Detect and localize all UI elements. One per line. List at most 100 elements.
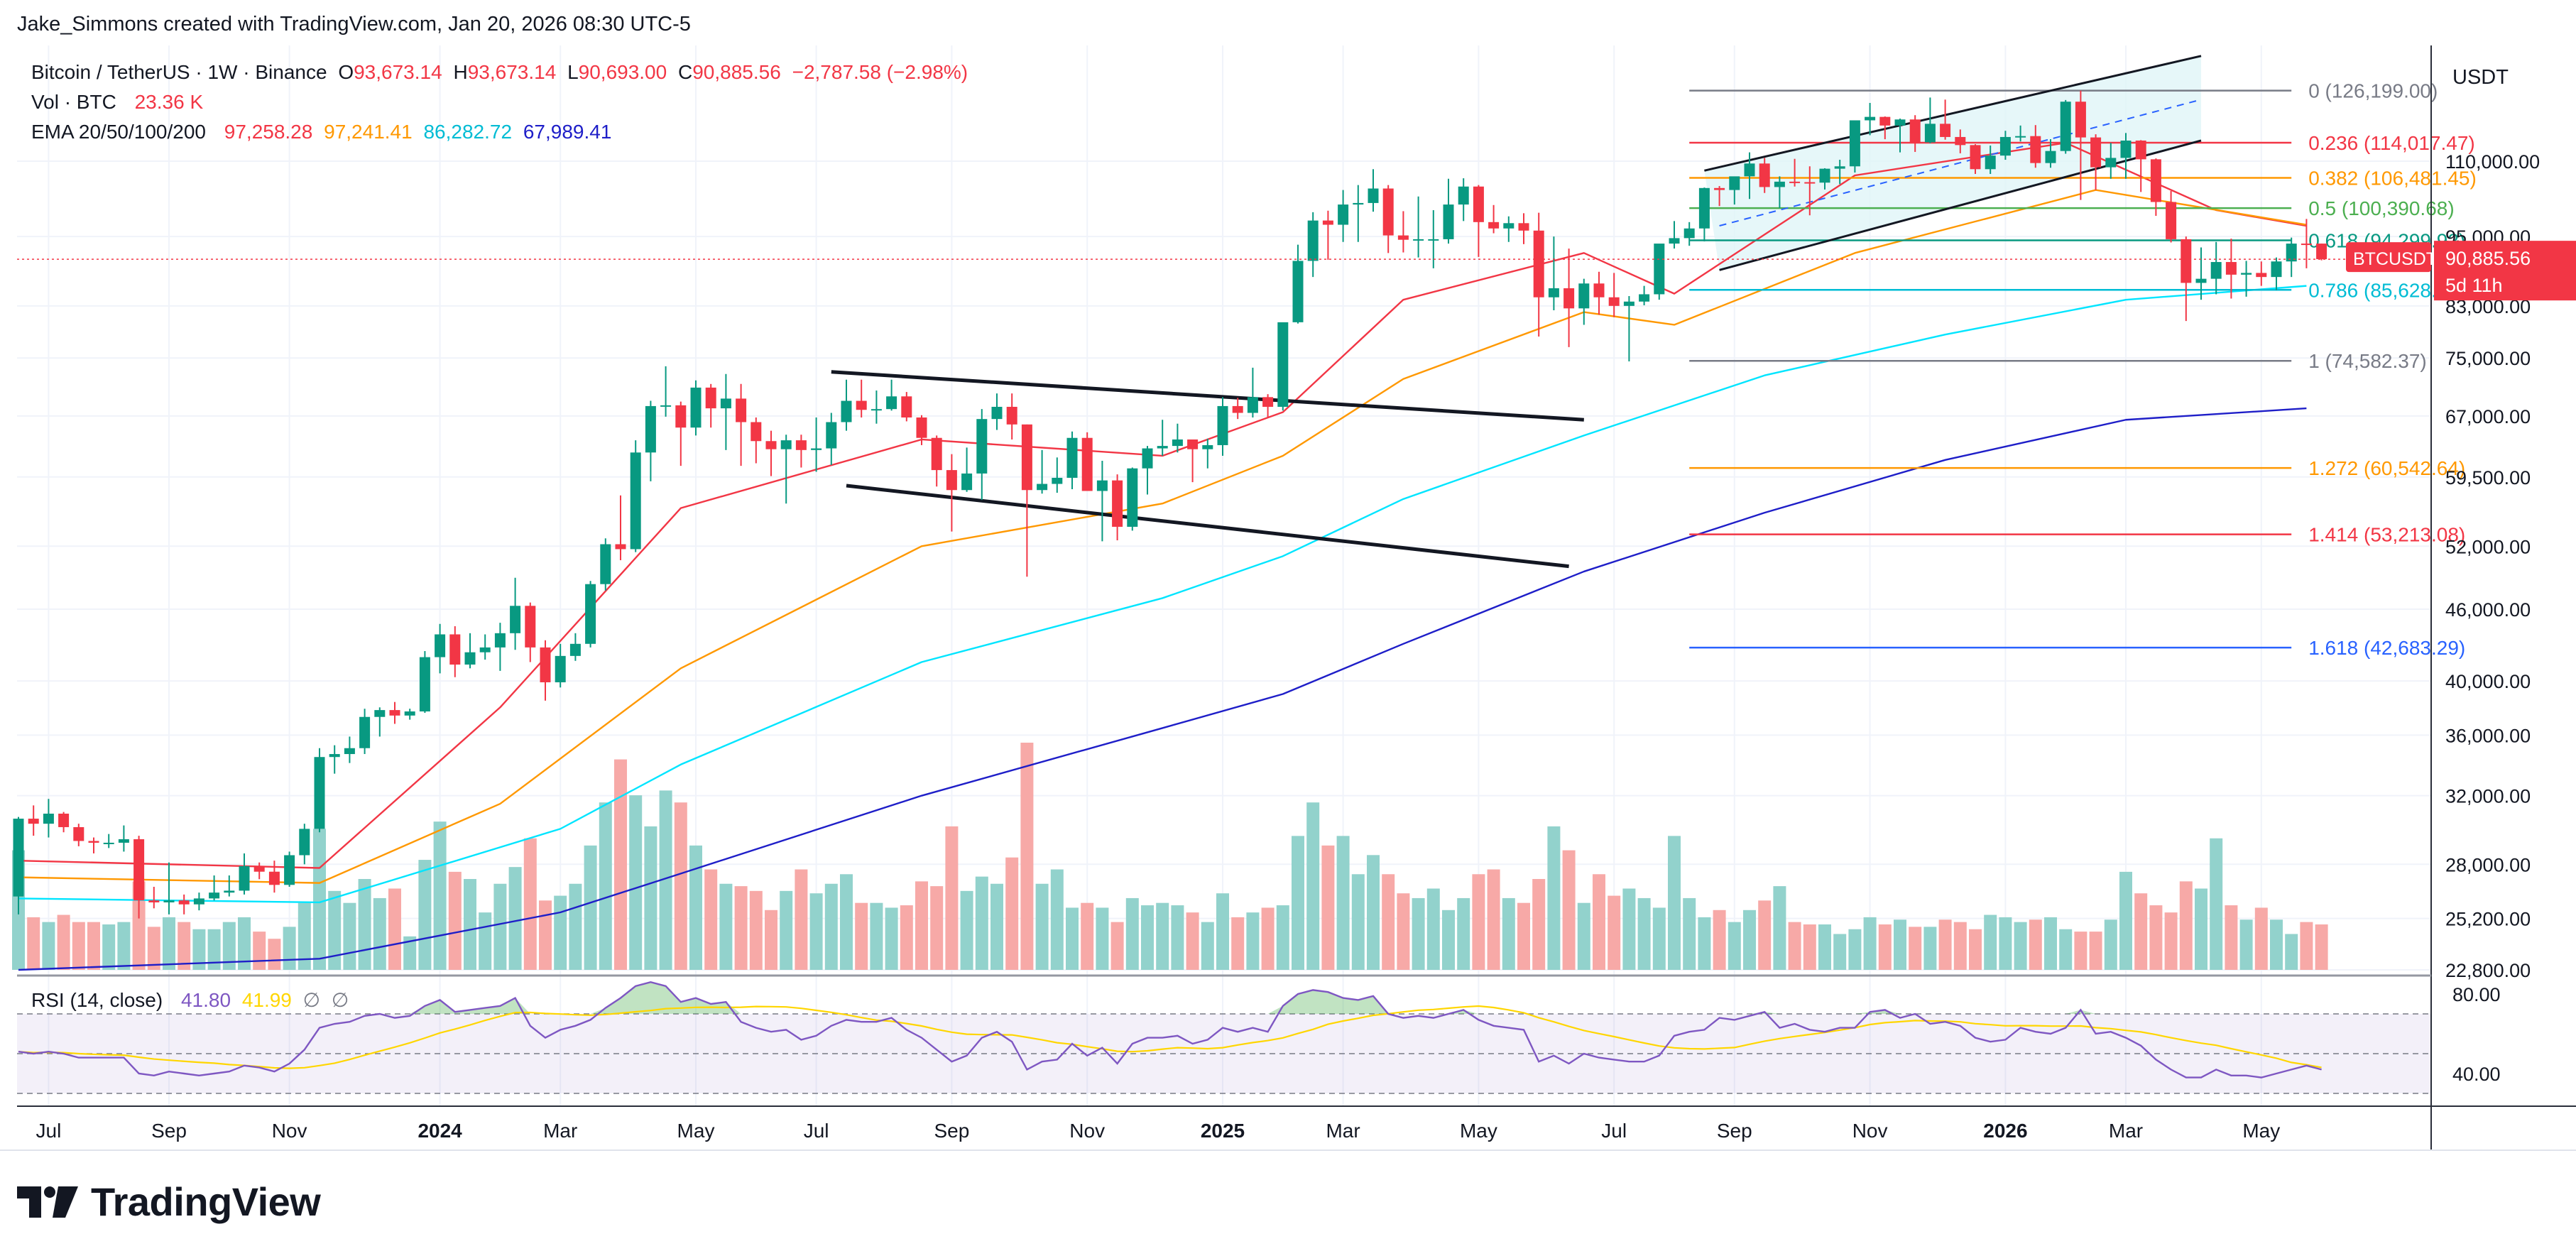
fib-label: 1.618 (42,683.29) <box>2308 637 2465 659</box>
price-axis-label: 67,000.00 <box>2445 406 2531 427</box>
volume-bar <box>915 881 928 970</box>
candle-body <box>931 437 942 471</box>
candle-body <box>1353 202 1364 205</box>
price-axis-label: 75,000.00 <box>2445 348 2531 369</box>
flag-trend-line <box>846 484 1569 569</box>
rsi-overbought-fill <box>410 998 530 1014</box>
volume-bar <box>117 922 131 970</box>
candle-body <box>1999 136 2011 156</box>
volume-bar <box>1713 910 1726 970</box>
chart-caption: Jake_Simmons created with TradingView.co… <box>17 13 691 36</box>
volume-bar <box>1141 905 1154 970</box>
ema-legend[interactable]: EMA 20/50/100/200 97,258.28 97,241.41 86… <box>31 121 617 143</box>
volume-bar <box>2089 932 2102 970</box>
last-price-countdown: 5d 11h <box>2445 275 2503 296</box>
candle-body <box>1096 480 1108 491</box>
symbol-legend[interactable]: Bitcoin / TetherUS · 1W · Binance O93,67… <box>31 61 973 84</box>
volume-bar <box>1788 922 1801 970</box>
volume-bar <box>253 932 266 970</box>
candle-body <box>2135 140 2146 160</box>
candle-body <box>2060 102 2071 151</box>
candle-body <box>2316 244 2327 260</box>
time-axis-label: Nov <box>1852 1120 1888 1142</box>
volume-bar <box>749 890 763 970</box>
volume-bar <box>2164 912 2178 970</box>
rsi-value: 41.80 <box>180 989 231 1011</box>
high-label: H <box>453 61 468 83</box>
candle-body <box>1157 446 1168 449</box>
candle-body <box>826 422 837 449</box>
rsi-empty-1: ∅ <box>302 989 321 1011</box>
rsi-axis-label: 80.00 <box>2452 984 2501 1005</box>
volume-bar <box>1878 924 1892 970</box>
candle-body <box>1714 187 1725 190</box>
channel-trend-line <box>1704 55 2202 172</box>
candle-body <box>1443 204 1454 239</box>
candle-body <box>1172 439 1183 447</box>
fib-label: 1 (74,582.37) <box>2308 350 2427 372</box>
volume-bar <box>358 879 371 970</box>
candle-body <box>449 634 461 665</box>
candle-body <box>811 448 822 450</box>
candle-body <box>344 748 355 755</box>
candles <box>13 90 2327 919</box>
rsi-line <box>18 981 2322 1078</box>
candle-body <box>1683 228 1695 239</box>
candle-body <box>1608 297 1620 306</box>
volume-bar <box>1652 907 1666 970</box>
volume-bar <box>2044 917 2057 970</box>
volume-bar <box>207 929 221 970</box>
candle-body <box>871 409 882 411</box>
rsi-empty-2: ∅ <box>331 989 349 1011</box>
volume-bars <box>12 743 2328 970</box>
candle-body <box>630 452 641 550</box>
tradingview-logo[interactable]: TradingView <box>17 1179 321 1225</box>
volume-bar <box>1562 850 1576 970</box>
fib-label: 0 (126,199.00) <box>2308 80 2438 102</box>
volume-bar <box>689 845 702 970</box>
last-price-badge <box>2434 241 2576 301</box>
candle-body <box>58 813 70 827</box>
candle-body <box>1774 181 1785 187</box>
volume-bar <box>1426 888 1440 970</box>
rsi-legend[interactable]: RSI (14, close) 41.80 41.99 ∅ ∅ <box>31 988 354 1012</box>
candle-body <box>13 819 24 897</box>
channel-fill <box>1704 55 2201 271</box>
candle-body <box>1729 176 1740 190</box>
candle-body <box>1940 124 1951 137</box>
candle-body <box>464 652 476 665</box>
candle-body <box>73 826 84 841</box>
volume-bar <box>1321 845 1335 970</box>
candle-body <box>1654 244 1665 295</box>
volume-bar <box>1081 902 1094 970</box>
volume-bar <box>539 900 552 970</box>
time-axis-label: Nov <box>1069 1120 1105 1142</box>
candle-body <box>569 643 581 656</box>
volume-bar <box>1110 922 1124 970</box>
candle-body <box>1593 283 1605 297</box>
candle-body <box>1021 424 1032 491</box>
volume-bar <box>674 802 687 970</box>
price-axis-label: 25,200.00 <box>2445 909 2531 930</box>
candle-body <box>1970 145 1981 170</box>
volume-legend[interactable]: Vol · BTC 23.36 K <box>31 91 209 114</box>
volume-bar <box>2270 919 2283 970</box>
candle-body <box>2045 151 2056 163</box>
ema-20-value: 97,258.28 <box>224 121 313 143</box>
volume-bar <box>403 936 417 970</box>
candle-body <box>961 473 973 491</box>
volume-bar <box>1201 922 1214 970</box>
volume-bar <box>2254 907 2268 970</box>
volume-bar <box>644 826 657 970</box>
volume-bar <box>1938 919 1952 970</box>
volume-bar <box>57 914 70 970</box>
candle-body <box>2090 137 2102 168</box>
channel-mid-line <box>1719 99 2202 226</box>
volume-bar <box>328 890 342 970</box>
time-axis-label: May <box>677 1120 715 1142</box>
ema-line-100 <box>18 285 2307 904</box>
volume-bar <box>1683 897 1696 970</box>
volume-bar <box>2074 932 2087 970</box>
candle-body <box>1578 283 1590 309</box>
